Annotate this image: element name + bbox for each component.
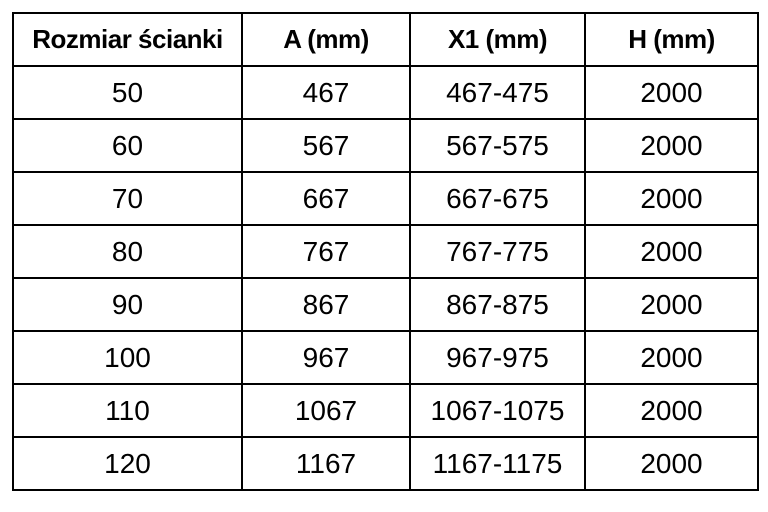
table-cell-h: 2000 [584, 277, 759, 332]
table-cell-a: 467 [241, 65, 411, 120]
table-cell-size: 110 [12, 383, 243, 438]
table-cell-x1: 967-975 [409, 330, 586, 385]
table-cell-size: 70 [12, 171, 243, 226]
table-row: 80 767 767-775 2000 [12, 224, 759, 279]
column-header-h-mm: H (mm) [584, 12, 759, 67]
table-cell-x1: 767-775 [409, 224, 586, 279]
table-cell-x1: 467-475 [409, 65, 586, 120]
table-cell-h: 2000 [584, 65, 759, 120]
header-row: Rozmiar ścianki A (mm) X1 (mm) H (mm) [12, 12, 759, 67]
table-cell-a: 567 [241, 118, 411, 173]
spec-table-container: Rozmiar ścianki A (mm) X1 (mm) H (mm) 50… [12, 12, 759, 491]
table-cell-a: 667 [241, 171, 411, 226]
table-cell-x1: 567-575 [409, 118, 586, 173]
table-cell-x1: 1067-1075 [409, 383, 586, 438]
column-header-rozmiar-scianki: Rozmiar ścianki [12, 12, 243, 67]
table-cell-x1: 867-875 [409, 277, 586, 332]
table-cell-a: 1067 [241, 383, 411, 438]
table-cell-x1: 1167-1175 [409, 436, 586, 491]
table-cell-h: 2000 [584, 118, 759, 173]
table-cell-size: 90 [12, 277, 243, 332]
table-row: 120 1167 1167-1175 2000 [12, 436, 759, 491]
table-cell-h: 2000 [584, 383, 759, 438]
table-cell-a: 967 [241, 330, 411, 385]
table-cell-a: 767 [241, 224, 411, 279]
table-cell-size: 60 [12, 118, 243, 173]
table-row: 110 1067 1067-1075 2000 [12, 383, 759, 438]
table-cell-h: 2000 [584, 224, 759, 279]
table-cell-a: 867 [241, 277, 411, 332]
table-cell-h: 2000 [584, 436, 759, 491]
table-cell-h: 2000 [584, 171, 759, 226]
table-row: 60 567 567-575 2000 [12, 118, 759, 173]
table-cell-a: 1167 [241, 436, 411, 491]
table-row: 90 867 867-875 2000 [12, 277, 759, 332]
table-row: 50 467 467-475 2000 [12, 65, 759, 120]
table-row: 70 667 667-675 2000 [12, 171, 759, 226]
column-header-x1-mm: X1 (mm) [409, 12, 586, 67]
table-cell-h: 2000 [584, 330, 759, 385]
column-header-a-mm: A (mm) [241, 12, 411, 67]
table-cell-size: 100 [12, 330, 243, 385]
table-cell-size: 50 [12, 65, 243, 120]
panel-size-spec-table: Rozmiar ścianki A (mm) X1 (mm) H (mm) 50… [12, 12, 759, 491]
table-row: 100 967 967-975 2000 [12, 330, 759, 385]
table-cell-size: 120 [12, 436, 243, 491]
table-cell-size: 80 [12, 224, 243, 279]
table-cell-x1: 667-675 [409, 171, 586, 226]
